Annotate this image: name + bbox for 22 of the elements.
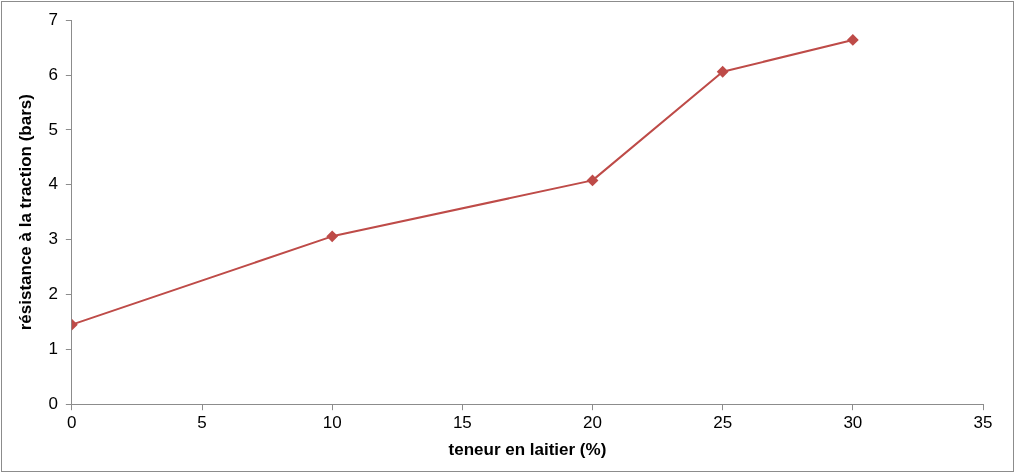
x-tick-label: 25 [713,413,733,433]
y-tick-label: 1 [48,339,58,359]
y-tick-label: 0 [48,393,58,413]
point [717,66,729,78]
y-tick-label: 3 [48,229,58,249]
point [326,230,338,242]
x-tick-label: 35 [973,413,993,433]
x-tick-label: 10 [322,413,342,433]
y-tick-label: 7 [48,9,58,29]
point [847,34,859,46]
y-axis-title: résistance à la traction (bars) [15,94,35,331]
x-tick-label: 0 [67,413,77,433]
y-tick-label: 2 [48,284,58,304]
point [587,174,599,186]
y-tick-label: 6 [48,64,58,84]
y-tick-label: 5 [48,119,58,139]
x-axis-title: teneur en laitier (%) [448,440,607,460]
x-tick-label: 30 [843,413,863,433]
x-tick-label: 15 [452,413,472,433]
y-tick-label: 4 [48,174,58,194]
x-tick-label: 5 [197,413,207,433]
x-tick-label: 20 [583,413,602,433]
